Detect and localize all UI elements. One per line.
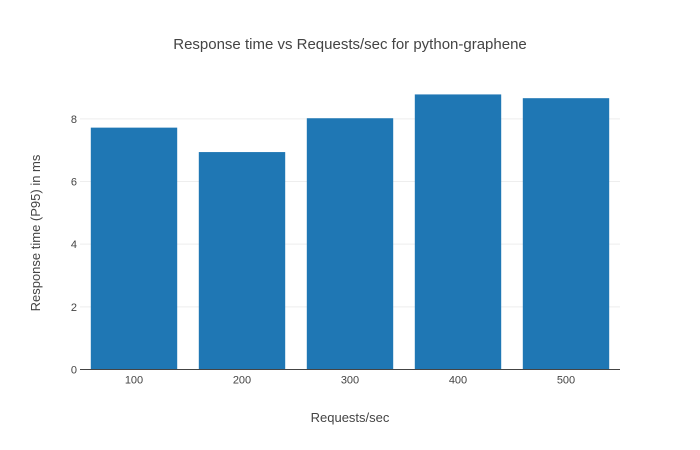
y-axis-title: Response time (P95) in ms bbox=[28, 154, 43, 311]
y-tick-label: 8 bbox=[71, 114, 77, 126]
y-tick-label: 4 bbox=[71, 239, 77, 251]
bar-500 bbox=[522, 98, 610, 370]
y-tick-label: 0 bbox=[71, 365, 77, 377]
bar-300 bbox=[306, 118, 394, 370]
y-tick-label: 2 bbox=[71, 302, 77, 314]
x-tick-label: 200 bbox=[233, 375, 251, 387]
x-tick-label: 500 bbox=[557, 375, 575, 387]
y-tick-label: 6 bbox=[71, 177, 77, 189]
y-tick-labels: 0 2 4 6 8 bbox=[71, 114, 77, 377]
chart-title: Response time vs Requests/sec for python… bbox=[173, 36, 527, 53]
bars bbox=[90, 94, 610, 370]
x-axis-title: Requests/sec bbox=[311, 410, 390, 425]
x-tick-label: 300 bbox=[341, 375, 359, 387]
bar-400 bbox=[414, 94, 502, 370]
x-tick-label: 100 bbox=[125, 375, 143, 387]
x-tick-labels: 100 200 300 400 500 bbox=[125, 375, 575, 387]
bar-200 bbox=[198, 152, 286, 370]
x-tick-label: 400 bbox=[449, 375, 467, 387]
bar-100 bbox=[90, 127, 178, 370]
